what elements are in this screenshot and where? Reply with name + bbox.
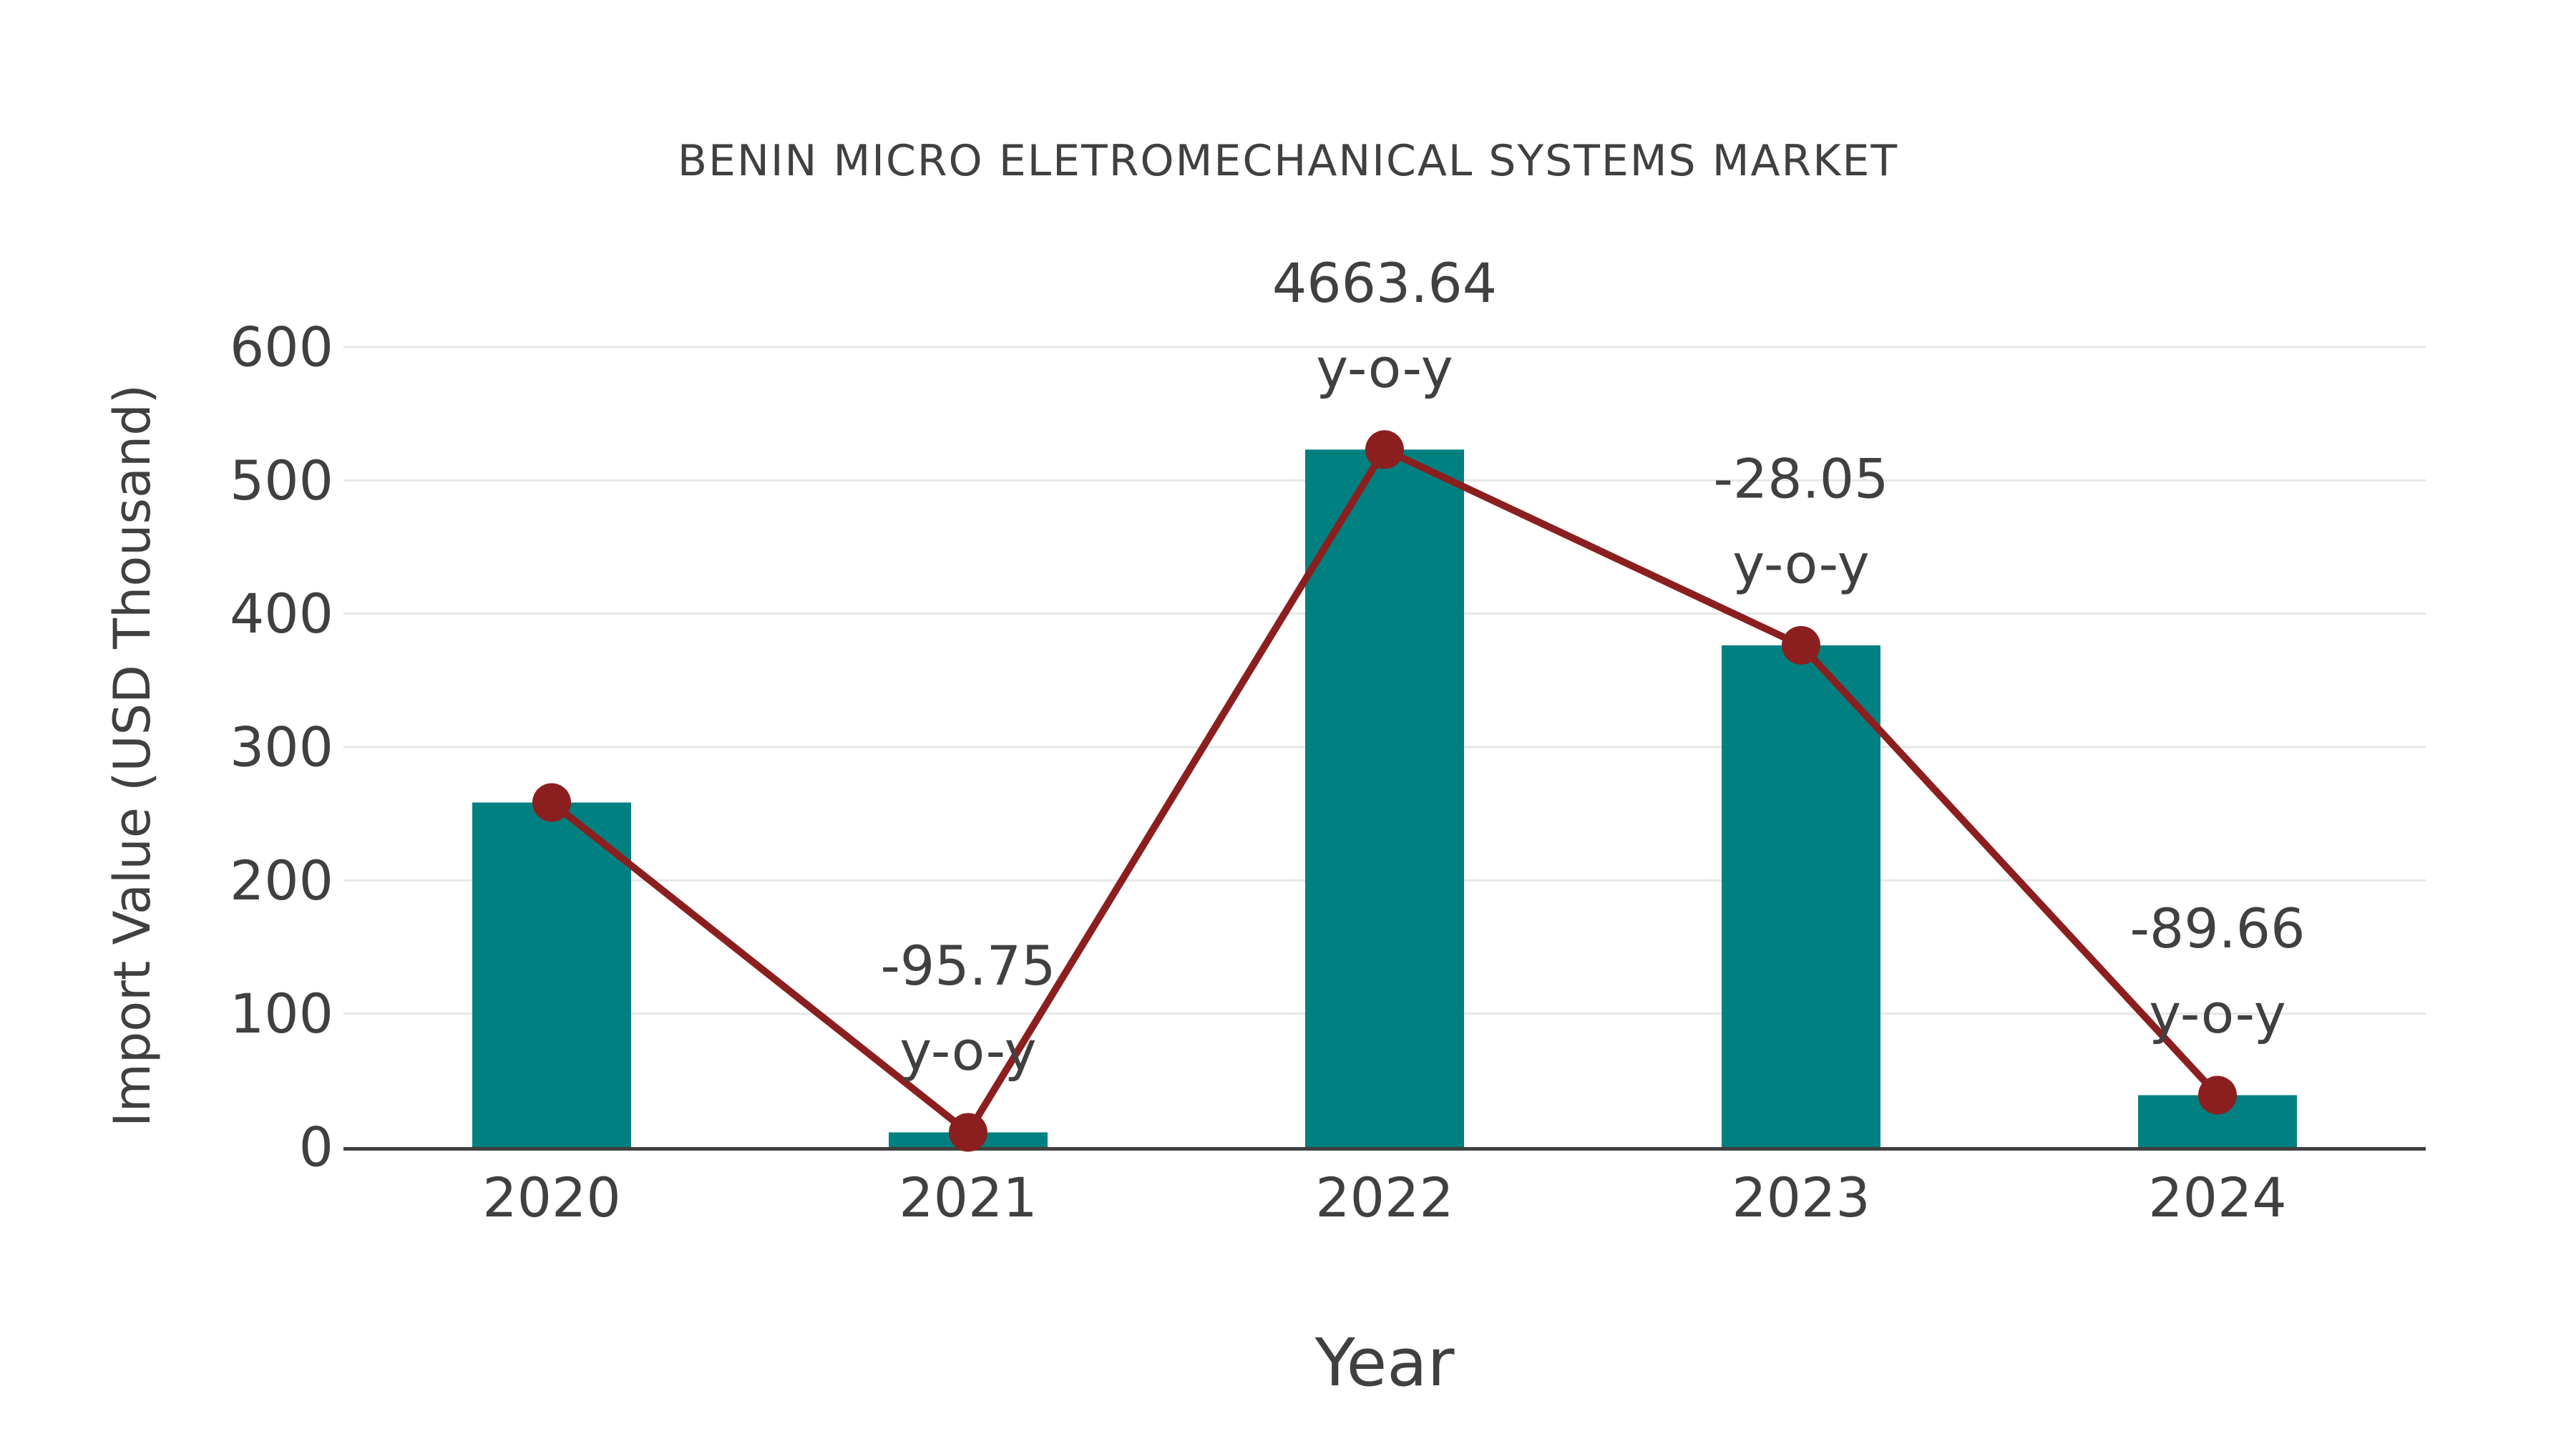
x-tick-label: 2020 [482,1166,620,1229]
bar [472,802,631,1147]
line-marker [2198,1075,2237,1115]
bar [1722,645,1880,1147]
x-tick-label: 2022 [1315,1166,1453,1229]
annotation-value: -89.66 [2130,897,2306,960]
x-tick-label: 2024 [2148,1166,2286,1229]
y-tick-label: 600 [230,316,333,379]
x-axis-label: Year [1314,1324,1455,1401]
y-tick-label: 500 [230,449,333,512]
y-tick-label: 200 [230,849,333,912]
annotation-suffix: y-o-y [1732,532,1869,595]
y-tick-label: 0 [299,1116,333,1179]
annotation-value: -28.05 [1714,447,1889,510]
annotation-suffix: y-o-y [2149,982,2285,1045]
annotation-value: -95.75 [881,934,1056,997]
y-tick-label: 400 [230,582,333,645]
line-marker [949,1113,987,1152]
y-tick-label: 300 [230,716,333,779]
line-marker [1365,430,1404,469]
line-marker [1782,625,1820,665]
y-tick-label: 100 [230,982,333,1045]
bar [1305,449,1464,1147]
annotation-suffix: y-o-y [899,1019,1036,1083]
x-tick-label: 2023 [1732,1166,1870,1229]
chart-title: BENIN MICRO ELETROMECHANICAL SYSTEMS MAR… [677,136,1899,186]
line-marker [532,783,571,822]
x-tick-label: 2021 [899,1166,1037,1229]
annotation-value: 4663.64 [1272,251,1497,315]
annotation-suffix: y-o-y [1316,336,1453,400]
